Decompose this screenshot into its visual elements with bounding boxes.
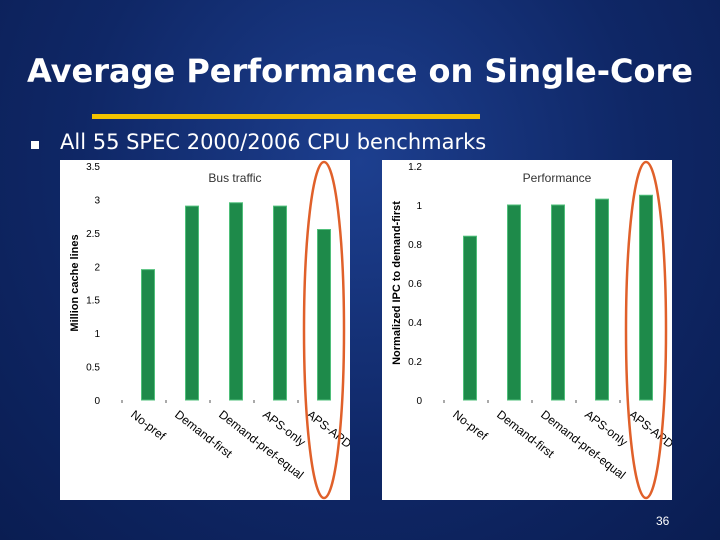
performance-bar [639,194,653,401]
bus-traffic-ytick-label: 3 [94,195,100,206]
bullet-text: All 55 SPEC 2000/2006 CPU benchmarks [60,130,487,154]
performance-ytick-label: 0.2 [408,357,422,368]
performance-bar [507,204,521,401]
bus-traffic-category-label: No-pref [128,407,169,443]
performance-y-axis-label: Normalized IPC to demand-first [391,201,403,365]
page-number: 36 [656,514,670,528]
bus-traffic-ytick-label: 1.5 [86,296,100,307]
bus-traffic-chart-svg: 0 0.5 1 1.5 2 2.5 3 3.5 Million cache lines Bus t… [69,160,350,500]
slide-title: Average Performance on Single-Core [27,52,693,90]
bullet-square-icon [31,141,39,149]
performance-category-label: APS-APD (PADC) [626,407,672,477]
bus-traffic-ytick-label: 0 [94,396,100,407]
bus-traffic-category-label: APS-APD (PADC) [304,407,350,477]
performance-highlight-ellipse [624,160,668,500]
bus-traffic-bar [229,202,243,401]
bus-traffic-ytick-label: 1 [94,329,100,340]
performance-ytick-label: 0.6 [408,279,422,290]
bus-traffic-chart-title: Bus traffic [208,171,261,185]
performance-ytick-label: 1.2 [408,162,422,173]
bus-traffic-chart: 0 0.5 1 1.5 2 2.5 3 3.5 Million cache lines Bus t… [60,160,350,500]
bus-traffic-bar [317,229,331,401]
performance-chart: 0 0.2 0.4 0.6 0.8 1 1.2 Normalized IPC to deman… [382,160,672,500]
performance-bar [595,198,609,401]
title-underline [92,114,480,119]
performance-ytick-label: 0 [416,396,422,407]
bus-traffic-ytick-label: 2.5 [86,229,100,240]
bus-traffic-ytick-label: 2 [94,262,100,273]
bus-traffic-bar [141,269,155,401]
bus-traffic-y-axis-label: Million cache lines [69,234,81,331]
bus-traffic-ytick-label: 3.5 [86,162,100,173]
bus-traffic-bar [273,205,287,401]
performance-chart-title: Performance [523,171,592,185]
performance-chart-svg: 0 0.2 0.4 0.6 0.8 1 1.2 Normalized IPC to deman… [391,160,672,500]
performance-ytick-label: 0.8 [408,240,422,251]
performance-bar [551,204,565,401]
performance-category-label: No-pref [450,407,491,443]
bus-traffic-bar [185,205,199,401]
performance-ytick-label: 0.4 [408,318,422,329]
performance-bar [463,235,477,401]
bus-traffic-ytick-label: 0.5 [86,363,100,374]
performance-ytick-label: 1 [416,201,422,212]
bus-traffic-highlight-ellipse [302,160,346,500]
